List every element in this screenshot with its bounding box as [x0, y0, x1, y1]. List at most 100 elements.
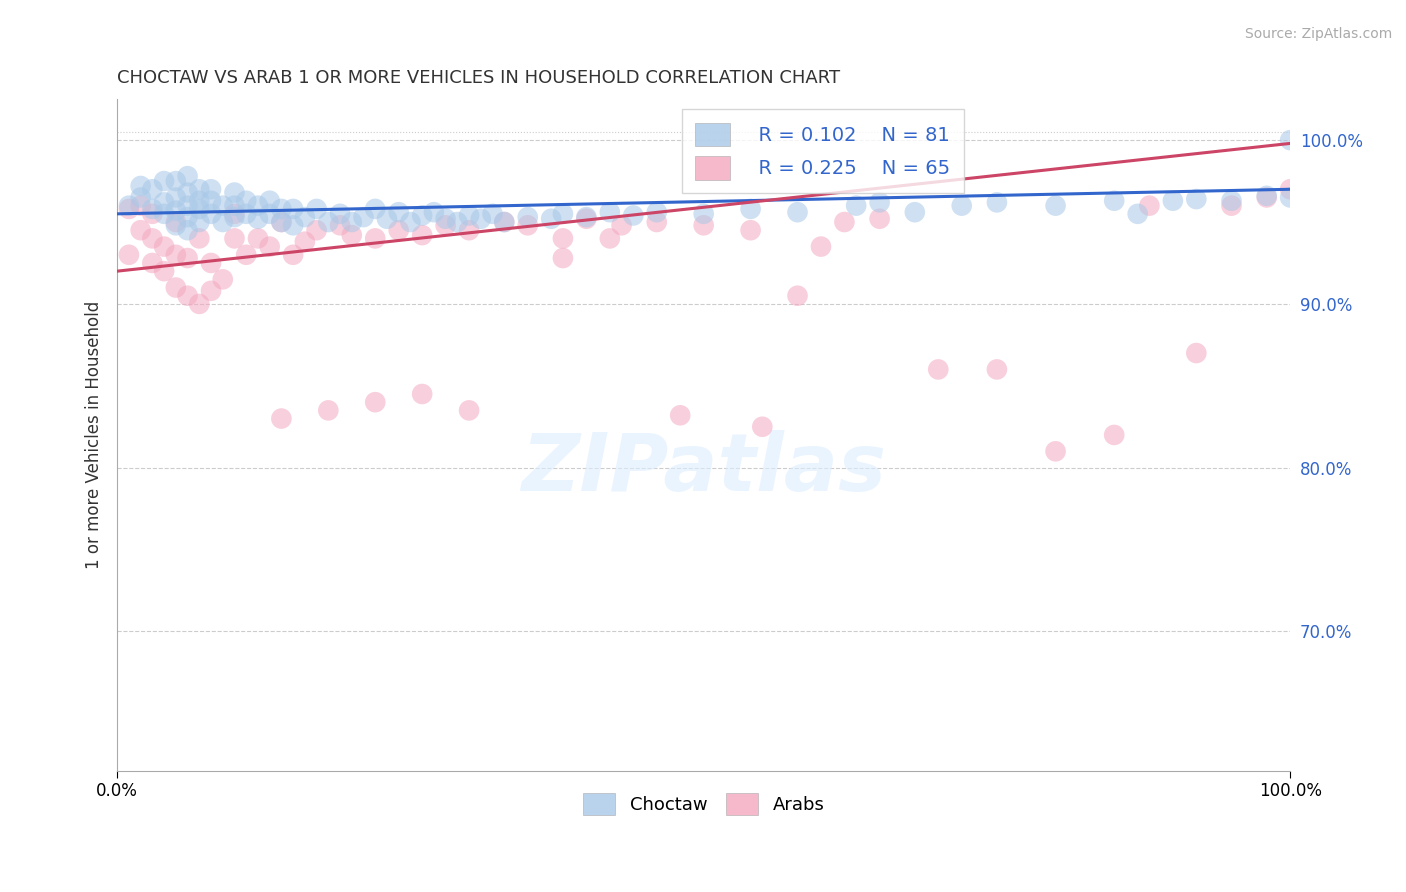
- Point: [669, 409, 692, 423]
- Point: [540, 211, 562, 226]
- Point: [516, 210, 538, 224]
- Point: [329, 207, 352, 221]
- Point: [224, 231, 246, 245]
- Y-axis label: 1 or more Vehicles in Household: 1 or more Vehicles in Household: [86, 301, 103, 569]
- Point: [786, 289, 808, 303]
- Point: [434, 219, 457, 233]
- Point: [364, 202, 387, 216]
- Point: [176, 210, 198, 224]
- Point: [551, 251, 574, 265]
- Point: [270, 215, 292, 229]
- Text: Source: ZipAtlas.com: Source: ZipAtlas.com: [1244, 27, 1392, 41]
- Point: [645, 215, 668, 229]
- Point: [458, 209, 481, 223]
- Legend: Choctaw, Arabs: Choctaw, Arabs: [575, 786, 831, 822]
- Point: [458, 223, 481, 237]
- Point: [176, 186, 198, 200]
- Point: [904, 205, 927, 219]
- Point: [1161, 194, 1184, 208]
- Point: [211, 199, 233, 213]
- Point: [1279, 182, 1302, 196]
- Point: [141, 202, 163, 216]
- Point: [740, 202, 762, 216]
- Point: [1256, 189, 1278, 203]
- Point: [176, 223, 198, 237]
- Point: [294, 235, 316, 249]
- Point: [340, 215, 363, 229]
- Point: [211, 272, 233, 286]
- Point: [692, 219, 714, 233]
- Point: [200, 194, 222, 208]
- Point: [692, 207, 714, 221]
- Point: [399, 215, 422, 229]
- Point: [927, 362, 949, 376]
- Point: [188, 194, 211, 208]
- Point: [200, 182, 222, 196]
- Point: [188, 182, 211, 196]
- Point: [200, 256, 222, 270]
- Point: [176, 251, 198, 265]
- Point: [1102, 194, 1125, 208]
- Point: [1279, 133, 1302, 147]
- Point: [434, 211, 457, 226]
- Point: [165, 248, 187, 262]
- Point: [423, 205, 446, 219]
- Point: [188, 202, 211, 216]
- Point: [364, 231, 387, 245]
- Point: [176, 169, 198, 183]
- Point: [188, 231, 211, 245]
- Text: ZIPatlas: ZIPatlas: [522, 430, 886, 508]
- Point: [246, 231, 269, 245]
- Point: [329, 219, 352, 233]
- Point: [141, 256, 163, 270]
- Point: [1220, 194, 1243, 208]
- Point: [318, 403, 340, 417]
- Point: [494, 215, 516, 229]
- Point: [740, 223, 762, 237]
- Point: [294, 210, 316, 224]
- Point: [118, 202, 141, 216]
- Point: [1045, 444, 1067, 458]
- Point: [129, 223, 152, 237]
- Point: [235, 194, 257, 208]
- Point: [1220, 199, 1243, 213]
- Point: [1137, 199, 1160, 213]
- Point: [165, 203, 187, 218]
- Point: [118, 248, 141, 262]
- Point: [165, 215, 187, 229]
- Point: [259, 207, 281, 221]
- Point: [621, 209, 644, 223]
- Point: [129, 190, 152, 204]
- Point: [494, 215, 516, 229]
- Point: [869, 211, 891, 226]
- Point: [845, 199, 868, 213]
- Point: [375, 211, 398, 226]
- Point: [353, 210, 375, 224]
- Point: [235, 207, 257, 221]
- Point: [305, 223, 328, 237]
- Point: [211, 215, 233, 229]
- Point: [786, 205, 808, 219]
- Point: [1185, 192, 1208, 206]
- Point: [340, 228, 363, 243]
- Point: [986, 362, 1008, 376]
- Point: [986, 195, 1008, 210]
- Point: [1102, 428, 1125, 442]
- Point: [235, 248, 257, 262]
- Point: [1126, 207, 1149, 221]
- Point: [200, 207, 222, 221]
- Point: [224, 199, 246, 213]
- Point: [165, 174, 187, 188]
- Point: [270, 411, 292, 425]
- Point: [259, 194, 281, 208]
- Point: [599, 231, 621, 245]
- Point: [834, 215, 856, 229]
- Point: [281, 219, 304, 233]
- Point: [188, 297, 211, 311]
- Point: [141, 182, 163, 196]
- Point: [224, 186, 246, 200]
- Point: [176, 289, 198, 303]
- Point: [575, 211, 598, 226]
- Point: [411, 228, 433, 243]
- Point: [200, 284, 222, 298]
